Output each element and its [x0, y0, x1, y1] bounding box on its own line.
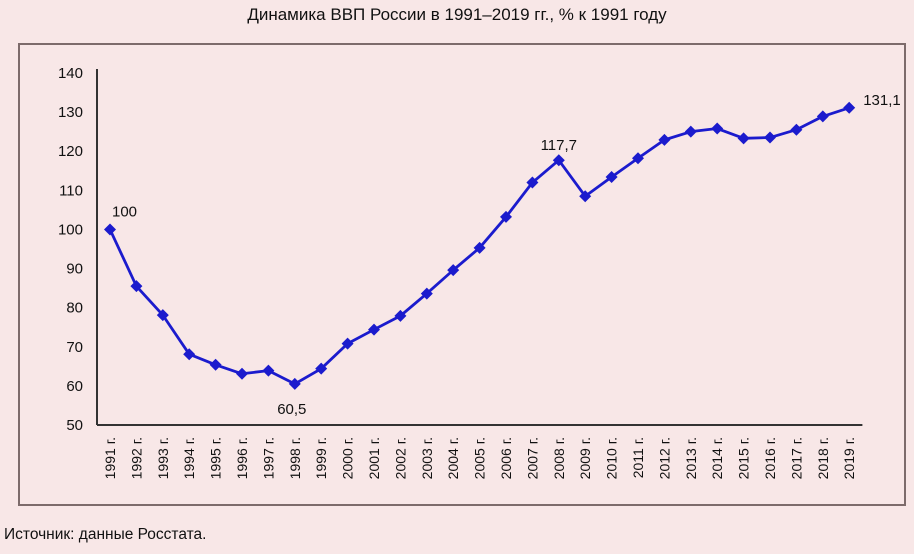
data-point-marker: [737, 132, 750, 145]
source-note: Источник: данные Росстата.: [4, 526, 207, 543]
data-point-label: 100: [112, 203, 137, 220]
x-tick-label: 1996 г.: [234, 437, 250, 479]
data-point-marker: [368, 323, 380, 336]
x-tick-label: 2012 г.: [656, 437, 672, 479]
x-tick-label: 1991 г.: [102, 437, 118, 479]
data-point-marker: [341, 337, 354, 350]
data-point-marker: [843, 101, 856, 114]
x-tick-label: 1999 г.: [313, 437, 329, 479]
x-tick-label: 2018 г.: [815, 437, 831, 479]
data-point-marker: [764, 131, 776, 144]
x-tick-label: 2014 г.: [709, 437, 725, 479]
data-point-marker: [684, 125, 697, 138]
x-tick-label: 1994 г.: [181, 437, 197, 479]
x-tick-label: 1992 г.: [128, 437, 144, 479]
x-tick-label: 2013 г.: [683, 437, 699, 479]
data-point-marker: [605, 171, 618, 184]
x-tick-label: 1995 г.: [208, 437, 224, 479]
data-point-label: 117,7: [541, 137, 577, 154]
data-point-label: 131,1: [863, 92, 901, 109]
data-point-marker: [447, 264, 460, 277]
y-tick-label: 60: [66, 378, 83, 395]
data-point-marker: [552, 154, 565, 167]
data-point-marker: [473, 241, 486, 254]
data-point-marker: [632, 152, 644, 165]
x-tick-label: 2016 г.: [762, 437, 778, 479]
y-tick-label: 140: [58, 65, 83, 82]
data-point-marker: [156, 309, 169, 322]
chart-title: Динамика ВВП России в 1991–2019 гг., % к…: [247, 5, 667, 24]
x-tick-label: 2010 г.: [604, 437, 620, 479]
data-point-marker: [183, 348, 196, 361]
chart-frame: 50 60 70 80 90 100 110 120 130 140 1991 г. 1992 г. 1…: [18, 43, 906, 506]
x-tick-label: 2006 г.: [498, 437, 514, 479]
y-tick-label: 70: [66, 339, 83, 356]
y-tick-label: 50: [66, 417, 83, 434]
data-point-marker: [288, 377, 301, 390]
x-tick-label: 2017 г.: [788, 437, 804, 479]
x-tick-label: 2004 г.: [445, 437, 461, 479]
data-point-marker: [130, 280, 143, 293]
gdp-line-chart: 50 60 70 80 90 100 110 120 130 140 1991 г. 1992 г. 1…: [58, 65, 901, 479]
x-tick-label: 2001 г.: [366, 437, 382, 479]
y-tick-label: 130: [58, 104, 83, 121]
x-tick-label: 1993 г.: [155, 437, 171, 479]
x-tick-label: 2011 г.: [630, 437, 646, 478]
data-point-marker: [790, 123, 803, 136]
y-tick-label: 100: [58, 221, 83, 238]
data-point-marker: [500, 210, 512, 223]
data-point-marker: [104, 223, 116, 236]
x-tick-label: 2005 г.: [472, 437, 488, 479]
x-tick-label: 2008 г.: [551, 437, 567, 479]
x-tick-label: 1998 г.: [287, 437, 303, 479]
data-point-marker: [394, 309, 407, 322]
data-point-marker: [236, 367, 248, 380]
data-point-marker: [209, 358, 222, 371]
data-point-marker: [816, 110, 829, 123]
data-point-marker: [579, 190, 592, 203]
data-point-marker: [262, 364, 275, 377]
data-point-marker: [711, 122, 724, 135]
x-tick-label: 2002 г.: [392, 437, 408, 479]
data-point-marker: [315, 362, 328, 375]
x-tick-label: 2009 г.: [577, 437, 593, 479]
data-point-marker: [526, 176, 539, 189]
data-point-label: 60,5: [277, 401, 306, 418]
y-tick-label: 120: [58, 143, 83, 160]
x-tick-label: 2015 г.: [736, 437, 752, 479]
x-tick-label: 2000 г.: [340, 437, 356, 479]
y-tick-label: 80: [66, 300, 83, 317]
y-tick-label: 90: [66, 261, 83, 278]
data-point-marker: [658, 133, 671, 146]
x-tick-label: 2007 г.: [524, 437, 540, 479]
x-tick-label: 2019 г.: [841, 437, 857, 479]
y-tick-label: 110: [59, 182, 83, 199]
data-point-marker: [420, 287, 433, 300]
x-tick-label: 2003 г.: [419, 437, 435, 479]
x-tick-label: 1997 г.: [260, 437, 276, 479]
